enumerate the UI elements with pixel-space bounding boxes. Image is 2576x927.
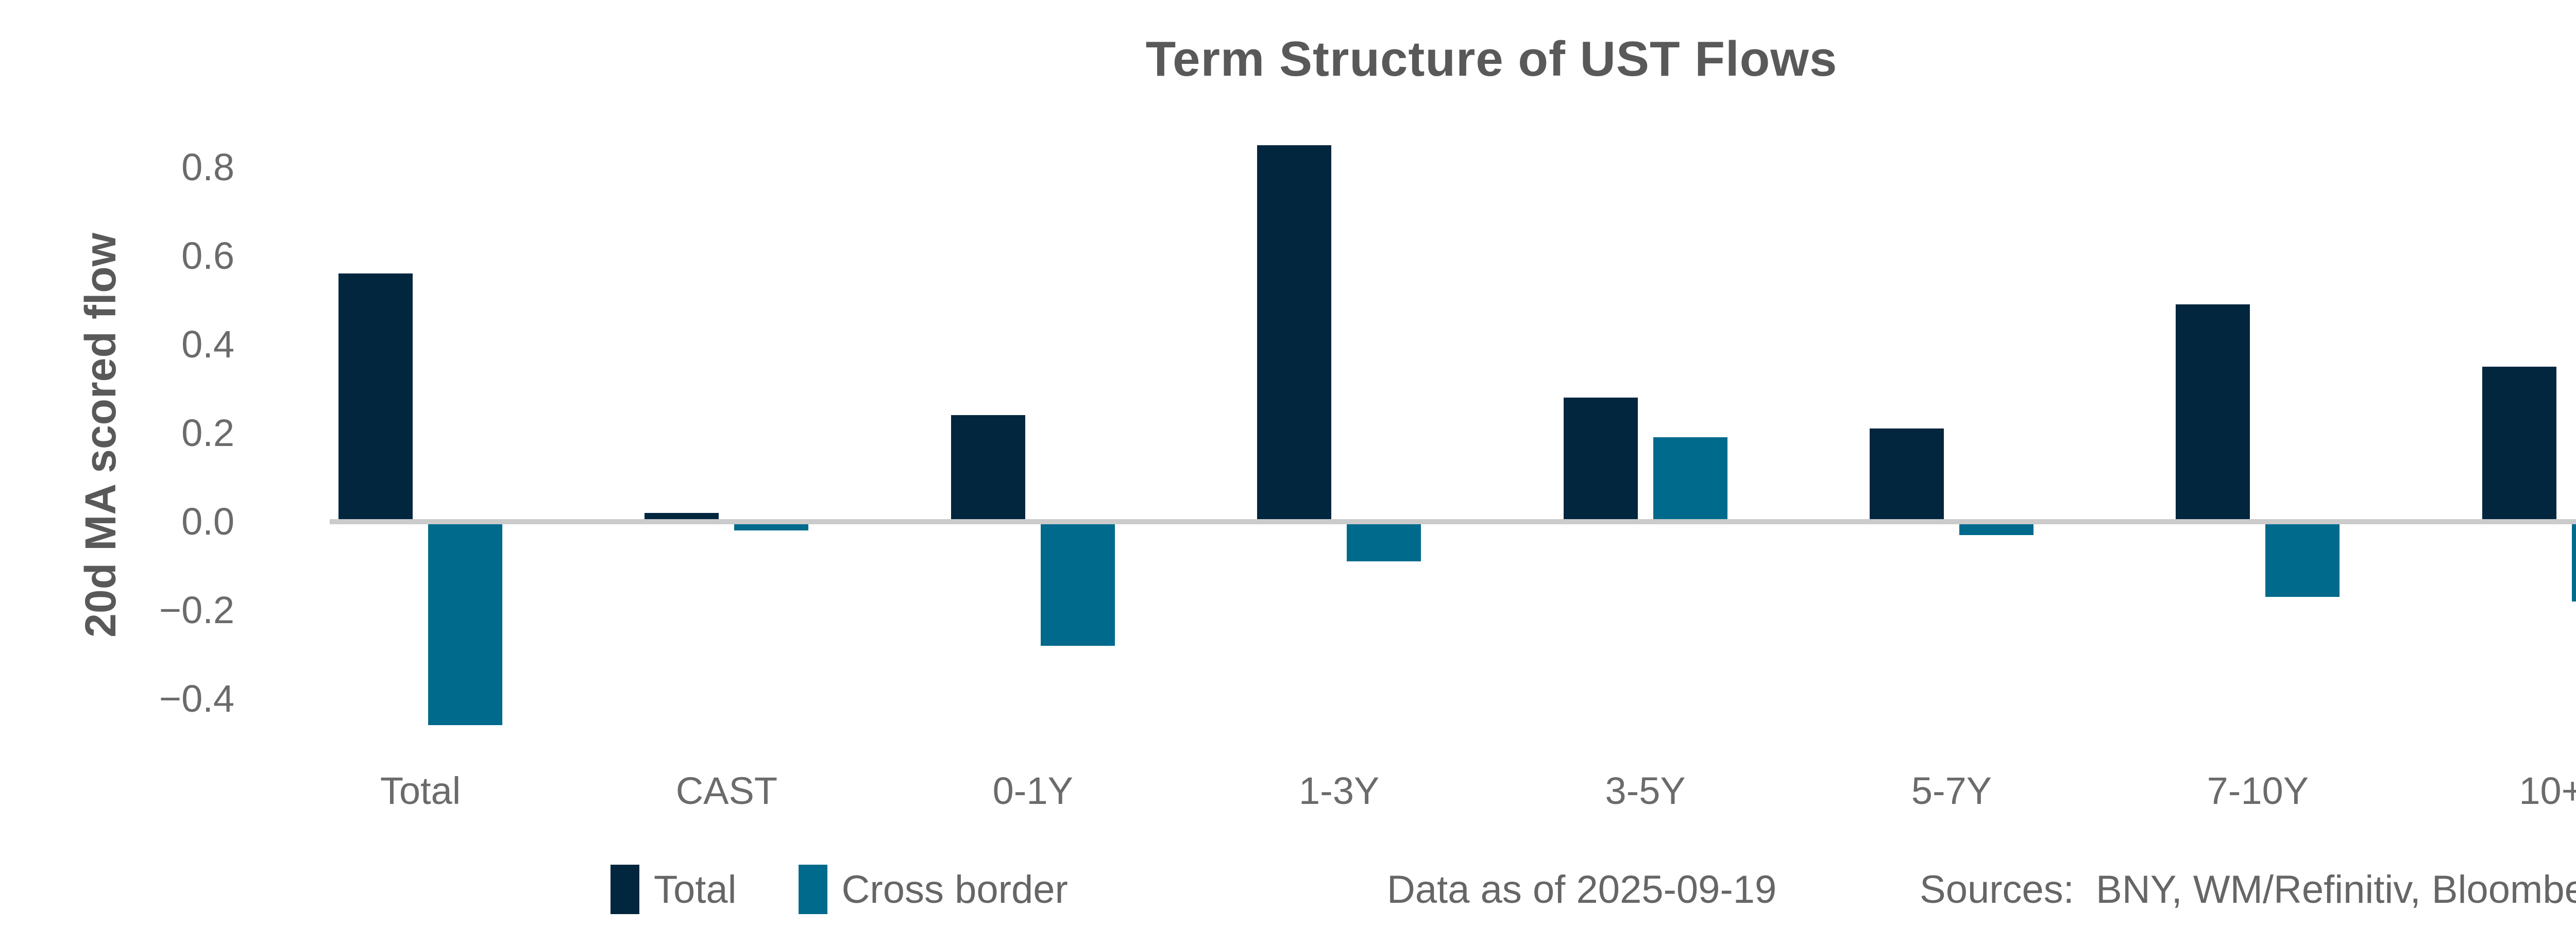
plot-area: Total CAST 0-1Y 1-3Y 3-5Y 5-7Y 7-10Y 10+Y [330,118,2576,812]
legend-swatch-cross-border [798,865,827,914]
legend-label-cross-border: Cross border [841,867,1068,912]
chart-title: Term Structure of UST Flows [1145,31,1838,87]
y-tick-label-0.6: 0.6 [181,234,234,277]
legend-item-total: Total [611,865,737,914]
data-as-of-text: Data as of 2025-09-19 [1387,867,1777,912]
bar-total-0-1y [951,415,1025,522]
legend: Total Cross border [611,861,1130,918]
sources-text: Sources: BNY, WM/Refinitiv, Bloomberg [1920,867,2576,912]
bar-total-10-y [2482,366,2556,522]
bar-total-7-10y [2176,304,2250,522]
bar-cross-border-3-5y [1653,437,1727,522]
legend-swatch-total [611,865,639,914]
y-tick-label-0.8: 0.8 [181,145,234,188]
y-tick-label-−0.4: −0.4 [159,677,234,720]
bar-cross-border-0-1y [1040,521,1115,646]
bar-cross-border-7-10y [2265,521,2340,597]
bar-total-3-5y [1563,397,1638,522]
x-tick-label-total: Total [380,769,461,812]
y-tick-label-0.4: 0.4 [181,322,234,366]
x-tick-label-1-3y: 1-3Y [1299,769,1380,812]
bar-total-total [338,273,413,522]
y-tick-label-−0.2: −0.2 [159,588,234,631]
bar-cross-border-total [428,521,502,726]
x-tick-label-3-5y: 3-5Y [1605,769,1686,812]
zero-baseline [330,519,2576,524]
y-axis-ticks: 0.8 0.6 0.4 0.2 0.0 −0.2 −0.4 [0,118,234,752]
x-tick-label-7-10y: 7-10Y [2207,769,2309,812]
y-tick-label-0.2: 0.2 [181,411,234,454]
bar-total-5-7y [1870,428,1944,522]
legend-label-total: Total [654,867,737,912]
bar-total-1-3y [1257,145,1332,522]
x-tick-label-cast: CAST [675,769,778,812]
x-tick-label-0-1y: 0-1Y [992,769,1073,812]
x-tick-label-5-7y: 5-7Y [1911,769,1992,812]
legend-item-cross-border: Cross border [798,865,1068,914]
bar-cross-border-1-3y [1347,521,1421,562]
bottom-row: Total Cross border Data as of 2025-09-19 … [0,861,2576,923]
y-tick-label-0.0: 0.0 [181,500,234,543]
x-tick-label-10-y: 10+Y [2519,769,2576,812]
bar-cross-border-10-y [2571,521,2576,602]
